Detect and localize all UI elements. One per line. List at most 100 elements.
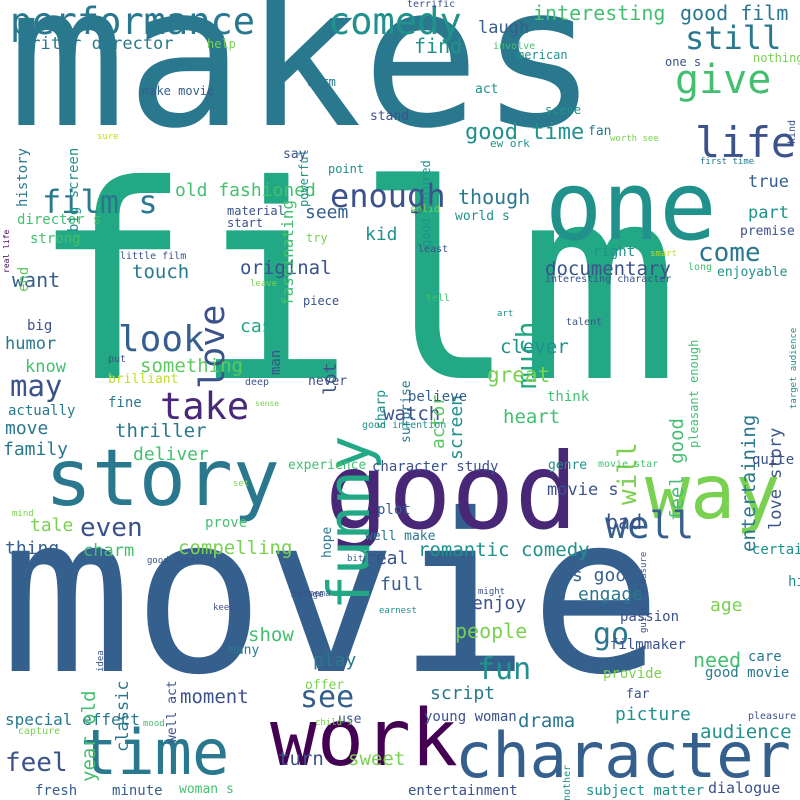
cloud-word: history [15,147,31,207]
cloud-word: film [30,127,681,442]
cloud-word: start [227,216,264,230]
cloud-word: true [748,172,789,192]
cloud-word: make movie [142,84,215,98]
cloud-word: art [497,309,514,319]
cloud-word: end [16,266,32,292]
cloud-word: earnest [379,606,417,616]
cloud-word: target audience [789,327,799,409]
cloud-word: capture [18,726,61,737]
cloud-word: fine [108,395,142,411]
cloud-word: know [25,357,66,377]
cloud-word: good actor [147,556,202,566]
cloud-word: people [455,619,528,643]
cloud-word: another [562,764,573,800]
cloud-word: might [478,587,506,597]
cloud-word: special effect [5,710,140,729]
cloud-word: classic [113,680,133,752]
cloud-word: love story [766,427,786,530]
cloud-word: leave [250,279,278,289]
cloud-word: want [12,268,61,292]
cloud-word: help [207,37,236,51]
cloud-word: romantic comedy [418,539,590,561]
cloud-word: family [3,439,69,460]
cloud-word: good intention [362,420,447,431]
cloud-word: entertainment [408,783,518,799]
cloud-word: premise [740,224,795,239]
cloud-word: will [613,442,643,505]
cloud-word: show [248,624,294,646]
cloud-word: scene [545,103,582,117]
cloud-word: comedy [328,0,462,43]
cloud-word: right [593,244,636,260]
cloud-word: big [27,318,53,334]
cloud-word: think [547,389,590,405]
cloud-word: watch [383,403,441,425]
cloud-word: surprise [399,380,414,443]
cloud-word: film s [42,183,158,221]
cloud-word: point [328,162,365,176]
cloud-word: use [338,712,362,727]
cloud-word: plot [377,502,411,518]
cloud-word: fan [588,124,612,139]
cloud-word: real [365,548,409,569]
cloud-word: play [313,650,357,671]
cloud-word: mind [12,509,34,519]
cloud-word: drama [518,710,576,732]
cloud-word: man [268,349,284,375]
cloud-word: guilty pleasure [639,551,649,633]
cloud-word: believe [408,389,468,405]
cloud-word: woman s [179,782,234,797]
cloud-word: well act [165,680,180,743]
cloud-word: real life [2,229,11,273]
cloud-word: ew ork [490,137,530,150]
cloud-word: keep [213,603,235,613]
cloud-word: old fashioned [175,180,316,201]
cloud-word: kind [787,119,798,144]
cloud-word: mood [143,719,165,729]
cloud-word: far [626,687,650,702]
cloud-word: bit [347,554,364,564]
cloud-word: may [10,369,63,403]
cloud-word: pleasant enough [687,339,701,448]
cloud-word: full [380,574,424,595]
cloud-word: charm [83,541,135,561]
cloud-word: sweet [348,748,406,770]
cloud-word: pleasure [748,711,797,722]
cloud-word: good film [680,1,789,25]
cloud-word: piece [303,294,340,308]
cloud-word: movie [0,467,663,723]
cloud-word: try [306,231,328,245]
cloud-word: hope [320,526,335,558]
cloud-word: audience [700,721,792,743]
cloud-word: enjoy [472,593,527,614]
cloud-word: enjoyable [717,265,788,280]
cloud-word: one [545,152,717,262]
cloud-word: strong [30,231,81,247]
cloud-word: documentary [545,258,671,280]
cloud-word: minute [112,783,163,799]
cloud-word: take [160,385,250,428]
cloud-word: brilliant [108,372,179,387]
cloud-word: thing [5,538,60,559]
cloud-word: find [414,34,463,58]
cloud-word: actually [8,403,76,419]
cloud-word: little film [120,251,187,262]
cloud-word: passion [620,609,680,625]
cloud-word: movie star [598,459,659,470]
cloud-word: age [710,595,743,616]
cloud-word: act [475,82,499,97]
cloud-word: enough [330,177,446,215]
cloud-word: warm [307,75,336,89]
cloud-word: good movie [705,665,790,681]
cloud-word: original [240,257,332,279]
cloud-word: come [698,238,761,268]
cloud-word: involve [493,41,536,52]
cloud-word: prove [205,515,248,531]
cloud-word: story [45,434,280,524]
cloud-word: filmmaker [610,637,686,653]
cloud-word: interesting character [545,274,672,285]
cloud-word: touch [132,261,190,283]
cloud-word: feel [5,748,68,778]
cloud-word: compelling [178,537,293,559]
